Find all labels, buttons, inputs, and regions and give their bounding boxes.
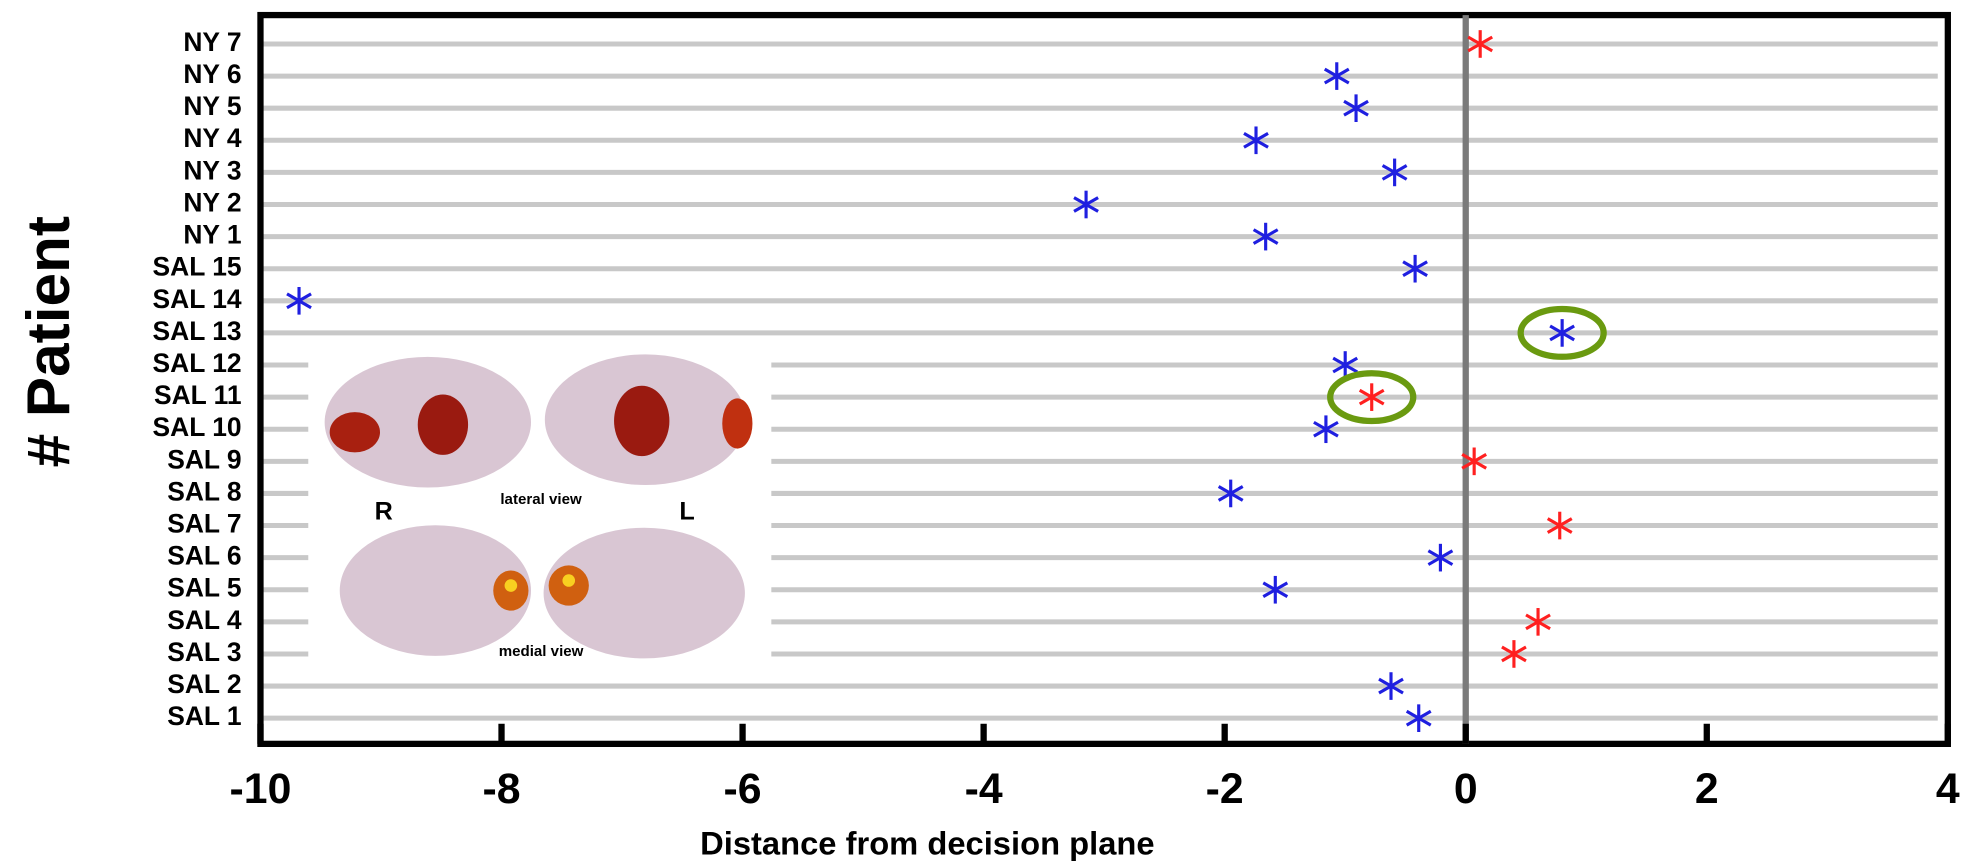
y-tick-label: NY 7 xyxy=(183,27,241,57)
y-tick-label: SAL 6 xyxy=(167,541,241,571)
y-tick-label: NY 4 xyxy=(183,123,242,153)
x-tick-label: -10 xyxy=(230,765,292,813)
point xyxy=(1381,158,1408,187)
point xyxy=(1313,415,1339,444)
highlight-ring xyxy=(1517,305,1607,360)
point-stroke xyxy=(1323,67,1350,85)
point-stroke xyxy=(1332,356,1359,374)
plot-frame xyxy=(257,11,1951,748)
inset-caption: medial view xyxy=(499,643,584,660)
point xyxy=(1427,543,1454,572)
x-axis-label: Distance from decision plane xyxy=(700,824,1154,861)
point xyxy=(1525,608,1551,636)
y-tick-label: SAL 1 xyxy=(167,701,241,731)
point xyxy=(1073,190,1099,219)
point xyxy=(1243,126,1269,155)
point-stroke xyxy=(286,292,312,310)
point xyxy=(1378,672,1404,700)
point xyxy=(1501,640,1527,668)
point-stroke xyxy=(1467,35,1494,53)
inset-caption: lateral view xyxy=(500,491,582,508)
point-stroke xyxy=(1378,677,1404,695)
y-tick-label: SAL 2 xyxy=(167,669,241,699)
activation xyxy=(562,574,576,587)
point xyxy=(1343,94,1369,123)
point xyxy=(1405,704,1432,732)
point-stroke xyxy=(1427,549,1454,566)
point-stroke xyxy=(1461,453,1487,470)
brain-right-medial xyxy=(339,525,531,656)
point xyxy=(1467,30,1494,58)
y-tick-label: SAL 4 xyxy=(167,605,242,635)
point xyxy=(1252,222,1279,251)
point xyxy=(286,286,312,315)
point-stroke xyxy=(1402,260,1428,277)
point xyxy=(1358,383,1385,411)
point-stroke xyxy=(1381,164,1408,181)
point-stroke xyxy=(1313,420,1339,438)
x-tick-label: -6 xyxy=(724,765,762,813)
activation xyxy=(722,398,753,449)
point-stroke xyxy=(1549,324,1575,342)
point-stroke xyxy=(1546,517,1573,534)
inset-label: L xyxy=(679,497,694,525)
point-stroke xyxy=(1525,613,1551,631)
y-tick-label: SAL 3 xyxy=(167,637,241,667)
point-stroke xyxy=(1262,581,1289,599)
point-stroke xyxy=(1501,645,1527,663)
y-tick-label: SAL 8 xyxy=(167,476,241,506)
point xyxy=(1262,575,1289,604)
point-stroke xyxy=(1217,485,1244,502)
brain-left-medial xyxy=(543,527,745,659)
y-tick-label: SAL 5 xyxy=(167,573,241,603)
x-tick-label: -2 xyxy=(1206,765,1244,813)
point-stroke xyxy=(1073,196,1099,213)
x-tick-label: 4 xyxy=(1936,765,1960,813)
activation xyxy=(329,412,381,453)
x-tick-label: -4 xyxy=(965,765,1003,813)
highlight-ring xyxy=(1327,370,1417,425)
point-stroke xyxy=(1243,132,1269,149)
point xyxy=(1332,351,1359,379)
point-stroke xyxy=(1358,388,1385,406)
y-tick-label: SAL 13 xyxy=(153,316,242,346)
activation xyxy=(504,579,518,592)
point xyxy=(1217,479,1244,508)
point xyxy=(1549,319,1575,347)
inset-label: R xyxy=(375,497,393,525)
y-tick-label: SAL 9 xyxy=(167,444,241,474)
y-tick-label: NY 3 xyxy=(183,155,241,185)
point xyxy=(1402,254,1428,283)
y-axis-label: # Patient xyxy=(14,216,82,467)
point-stroke xyxy=(1405,709,1432,727)
y-tick-label: SAL 7 xyxy=(167,509,241,539)
point xyxy=(1546,511,1573,540)
activation xyxy=(614,385,670,457)
y-tick-label: NY 2 xyxy=(183,187,241,217)
y-tick-label: SAL 11 xyxy=(154,380,242,410)
x-tick-label: 0 xyxy=(1454,765,1478,813)
y-tick-label: NY 5 xyxy=(183,91,241,121)
brain-inset: R L lateral view medial view xyxy=(308,336,772,679)
x-tick-label: -8 xyxy=(482,765,520,813)
y-tick-label: SAL 12 xyxy=(153,348,242,378)
point-stroke xyxy=(1343,99,1369,117)
y-tick-label: SAL 10 xyxy=(153,412,242,442)
y-tick-label: NY 6 xyxy=(183,59,241,89)
point xyxy=(1461,447,1487,476)
y-tick-label: NY 1 xyxy=(183,220,241,250)
y-tick-label: SAL 14 xyxy=(153,284,242,314)
point xyxy=(1323,62,1350,90)
y-tick-label: SAL 15 xyxy=(153,252,242,282)
x-tick-label: 2 xyxy=(1695,765,1719,813)
point-stroke xyxy=(1252,228,1279,245)
activation xyxy=(417,394,469,455)
